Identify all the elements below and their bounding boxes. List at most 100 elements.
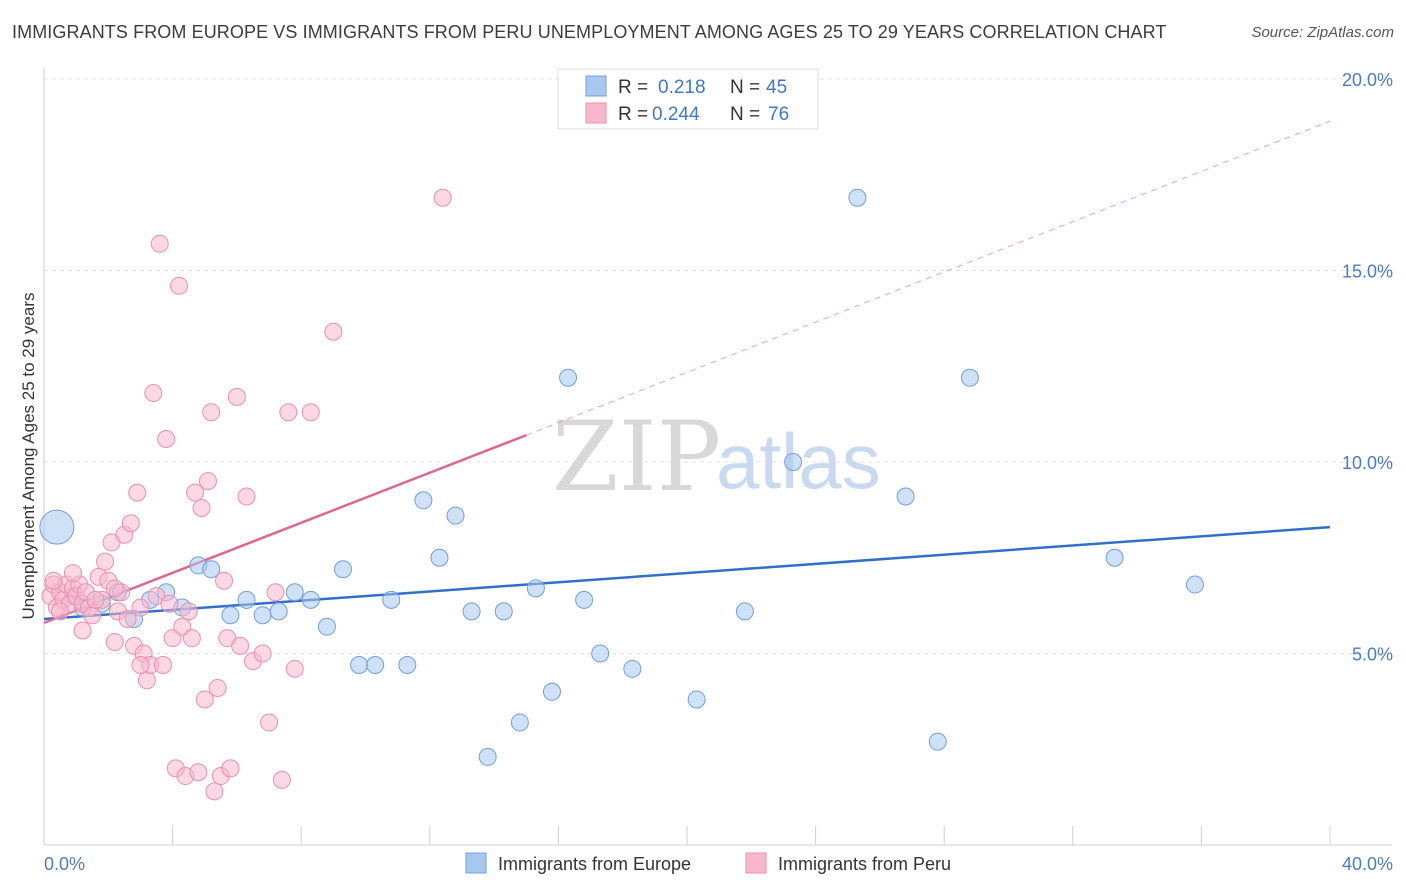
data-point-s1-40 bbox=[163, 629, 182, 648]
y-tick-label-2: 15.0% bbox=[1342, 262, 1393, 282]
y-tick-labels: 5.0% 10.0% 15.0% 20.0% bbox=[1342, 70, 1393, 665]
legend-swatch-europe bbox=[585, 75, 607, 97]
data-point-s1-72 bbox=[131, 655, 150, 674]
legend-n-value-peru: 76 bbox=[768, 104, 789, 125]
data-point-s1-29 bbox=[128, 483, 147, 502]
data-point-s1-42 bbox=[170, 276, 189, 295]
legend-r-label-peru: R = bbox=[618, 104, 648, 125]
x-tick-label-min: 0.0% bbox=[44, 854, 85, 874]
data-point-s0-22 bbox=[414, 491, 433, 510]
data-point-s0-20 bbox=[382, 590, 401, 609]
y-axis-title: Unemployment Among Ages 25 to 29 years bbox=[19, 293, 38, 620]
legend-n-value-europe: 45 bbox=[766, 77, 787, 98]
data-point-s0-11 bbox=[237, 590, 256, 609]
data-point-s1-51 bbox=[198, 472, 217, 491]
data-point-s1-39 bbox=[160, 594, 179, 613]
data-point-s0-30 bbox=[542, 682, 561, 701]
grid-lines bbox=[44, 78, 1392, 654]
data-points bbox=[39, 188, 1204, 801]
data-point-s0-12 bbox=[253, 606, 272, 625]
data-point-s1-75 bbox=[44, 571, 63, 590]
data-point-s1-65 bbox=[266, 583, 285, 602]
data-point-s0-37 bbox=[784, 453, 803, 471]
data-point-s1-36 bbox=[150, 234, 169, 253]
data-point-s0-28 bbox=[510, 713, 529, 732]
data-point-s1-26 bbox=[118, 610, 137, 629]
data-point-s1-47 bbox=[186, 483, 205, 502]
data-point-s1-48 bbox=[189, 763, 208, 782]
data-point-s0-32 bbox=[575, 590, 594, 609]
data-point-s0-9 bbox=[202, 560, 221, 579]
data-point-s0-42 bbox=[1105, 548, 1124, 567]
data-point-s1-38 bbox=[157, 430, 176, 449]
data-point-s0-36 bbox=[735, 602, 754, 621]
x-tick-label-max: 40.0% bbox=[1342, 854, 1393, 874]
data-point-s1-52 bbox=[202, 403, 221, 422]
data-point-s1-30 bbox=[131, 598, 150, 617]
bottom-legend-label-peru: Immigrants from Peru bbox=[778, 854, 951, 874]
data-point-s0-18 bbox=[350, 655, 369, 674]
bottom-legend: Immigrants from Europe Immigrants from P… bbox=[465, 852, 951, 874]
data-point-s0-25 bbox=[462, 602, 481, 621]
data-point-s0-19 bbox=[366, 655, 385, 674]
data-point-s1-27 bbox=[121, 514, 140, 533]
data-point-s1-67 bbox=[279, 403, 298, 422]
data-point-s1-53 bbox=[205, 782, 224, 801]
data-point-s0-26 bbox=[478, 747, 497, 766]
legend-n-label-peru: N = bbox=[730, 104, 760, 125]
data-point-s1-68 bbox=[285, 659, 304, 678]
data-point-s1-58 bbox=[221, 759, 240, 778]
legend-n-label-europe: N = bbox=[730, 77, 760, 98]
y-tick-label-0: 5.0% bbox=[1352, 645, 1393, 665]
data-point-s0-0 bbox=[39, 509, 75, 545]
data-point-s1-64 bbox=[260, 713, 279, 732]
top-legend: R = 0.218 N = 45 R = 0.244 N = 76 bbox=[557, 68, 819, 130]
bottom-legend-label-europe: Immigrants from Europe bbox=[498, 854, 691, 874]
data-point-s1-61 bbox=[237, 487, 256, 506]
data-point-s0-15 bbox=[301, 590, 320, 609]
data-point-s1-66 bbox=[272, 770, 291, 789]
data-point-s0-35 bbox=[687, 690, 706, 709]
data-point-s1-46 bbox=[182, 629, 201, 648]
data-point-s0-41 bbox=[960, 368, 979, 387]
data-point-s1-45 bbox=[179, 602, 198, 621]
data-point-s1-12 bbox=[51, 602, 70, 621]
data-point-s1-74 bbox=[86, 590, 105, 609]
data-point-s1-71 bbox=[433, 188, 452, 207]
legend-r-value-europe: 0.218 bbox=[658, 77, 706, 98]
data-point-s0-38 bbox=[848, 188, 867, 207]
data-point-s0-33 bbox=[591, 644, 610, 663]
data-point-s1-43 bbox=[173, 617, 192, 636]
data-point-s1-59 bbox=[227, 387, 246, 406]
legend-swatch-peru bbox=[585, 102, 607, 124]
legend-r-value-peru: 0.244 bbox=[652, 104, 700, 125]
data-point-s0-39 bbox=[896, 487, 915, 506]
bottom-legend-swatch-europe bbox=[465, 852, 487, 874]
watermark-zip: ZIP bbox=[552, 401, 721, 513]
data-point-s0-40 bbox=[928, 732, 947, 751]
bottom-legend-swatch-peru bbox=[745, 852, 767, 874]
data-point-s0-34 bbox=[623, 659, 642, 678]
data-point-s1-70 bbox=[324, 322, 343, 341]
data-point-s0-23 bbox=[430, 548, 449, 567]
legend-r-label-europe: R = bbox=[618, 77, 648, 98]
data-point-s0-21 bbox=[398, 655, 417, 674]
data-point-s0-16 bbox=[317, 617, 336, 636]
data-point-s1-37 bbox=[153, 655, 172, 674]
data-point-s1-50 bbox=[195, 690, 214, 709]
y-tick-label-1: 10.0% bbox=[1342, 453, 1393, 473]
data-point-s1-32 bbox=[137, 671, 156, 690]
data-point-s1-60 bbox=[231, 636, 250, 655]
data-point-s1-19 bbox=[96, 552, 115, 571]
data-point-s1-73 bbox=[105, 579, 124, 598]
y-tick-label-3: 20.0% bbox=[1342, 70, 1393, 90]
data-point-s1-49 bbox=[192, 498, 211, 517]
data-point-s1-56 bbox=[215, 571, 234, 590]
data-point-s0-10 bbox=[221, 606, 240, 625]
data-point-s0-17 bbox=[333, 560, 352, 579]
data-point-s1-22 bbox=[105, 633, 124, 652]
data-point-s1-16 bbox=[73, 621, 92, 640]
data-point-s1-15 bbox=[83, 606, 102, 625]
data-point-s0-13 bbox=[269, 602, 288, 621]
